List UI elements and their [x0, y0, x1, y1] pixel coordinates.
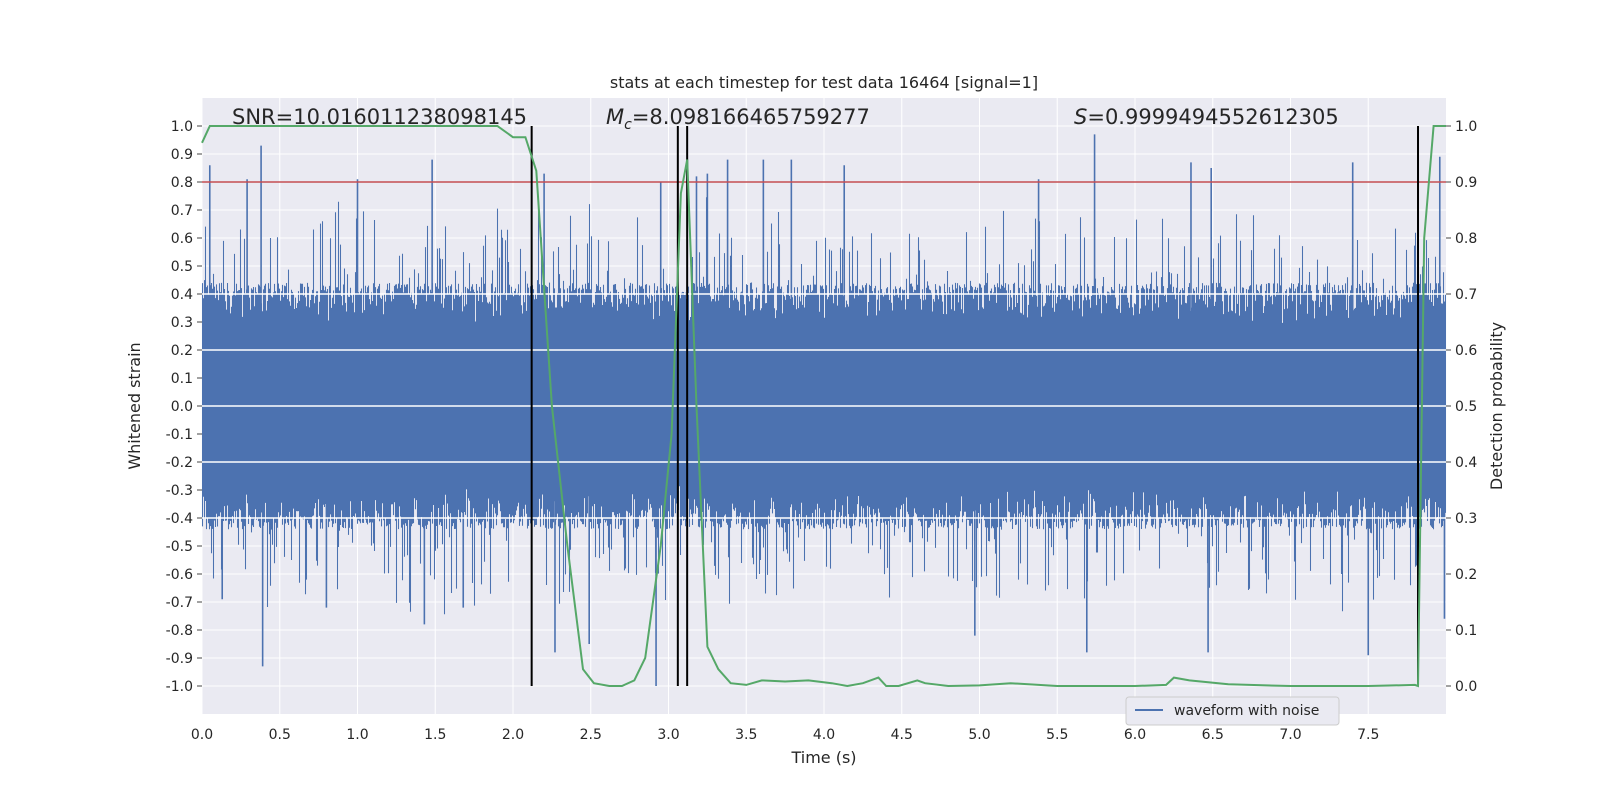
y-tick-label: -0.8	[166, 623, 193, 639]
y-tick-label: 0.6	[171, 231, 193, 247]
y2-tick-label: 0.0	[1455, 679, 1477, 695]
y2-tick-label: 0.6	[1455, 343, 1477, 359]
x-axis-label: Time (s)	[790, 748, 856, 767]
x-tick-label: 3.5	[735, 727, 757, 743]
y2-tick-label: 0.7	[1455, 287, 1477, 303]
y-tick-label: 0.4	[171, 287, 193, 303]
chirp-mass-value: =8.098166465759277	[632, 105, 870, 129]
overlay-layer	[201, 125, 1446, 688]
y-tick-label: -0.3	[166, 483, 193, 499]
x-tick-label: 6.5	[1202, 727, 1224, 743]
x-tick-label: 6.0	[1124, 727, 1146, 743]
y-tick-label: -0.4	[166, 511, 193, 527]
x-tick-label: 1.5	[424, 727, 446, 743]
chirp-mass-annotation: Mc=8.098166465759277	[606, 105, 870, 133]
y2-axis-label: Detection probability	[1487, 322, 1506, 490]
y-tick-label: 1.0	[171, 119, 193, 135]
x-tick-label: 2.5	[580, 727, 602, 743]
waveform-noise-path	[201, 197, 1447, 615]
axis-layer: 0.0 0.5 1.0 1.5 2.0 2.5 3.0 3.5 4.0 4.5 5.0 5.5 6.0 6…	[166, 119, 1478, 743]
y2-tick-label: 0.9	[1455, 175, 1477, 191]
y2-tick-label: 0.1	[1455, 623, 1477, 639]
y-tick-label: 0.5	[171, 259, 193, 275]
y-tick-label: 0.9	[171, 147, 193, 163]
y-tick-label: 0.3	[171, 315, 193, 331]
x-tick-label: 5.5	[1046, 727, 1068, 743]
chart-title: stats at each timestep for test data 164…	[610, 73, 1038, 92]
y-tick-label: -0.5	[166, 539, 193, 555]
x-tick-label: 4.0	[813, 727, 835, 743]
y2-tick-label: 0.5	[1455, 399, 1477, 415]
detection-probability-line	[201, 125, 1446, 688]
y2-tick-label: 0.3	[1455, 511, 1477, 527]
detection-stat-annotation: S=0.9999494552612305	[1074, 105, 1339, 129]
y-axis-label: Whitened strain	[125, 342, 144, 469]
detection-stat-value: =0.9999494552612305	[1087, 105, 1338, 129]
y2-tick-label: 0.2	[1455, 567, 1477, 583]
x-tick-label: 7.0	[1279, 727, 1301, 743]
x-tick-label: 1.0	[346, 727, 368, 743]
y-tick-label: -0.1	[166, 427, 193, 443]
y-tick-label: 0.0	[171, 399, 193, 415]
y2-tick-label: 1.0	[1455, 119, 1477, 135]
x-tick-label: 0.5	[269, 727, 291, 743]
y-tick-label: -0.7	[166, 595, 193, 611]
x-tick-label: 2.0	[502, 727, 524, 743]
legend-label: waveform with noise	[1174, 703, 1319, 719]
x-tick-label: 5.0	[968, 727, 990, 743]
y2-tick-label: 0.8	[1455, 231, 1477, 247]
x-tick-label: 7.5	[1357, 727, 1379, 743]
y-tick-label: -1.0	[166, 679, 193, 695]
snr-annotation: SNR=10.016011238098145	[232, 105, 527, 129]
chirp-mass-symbol: M	[606, 105, 624, 129]
y-tick-label: 0.8	[171, 175, 193, 191]
x-tick-label: 0.0	[191, 727, 213, 743]
x-tick-label: 4.5	[891, 727, 913, 743]
legend: waveform with noise	[1125, 696, 1340, 726]
chirp-mass-subscript: c	[624, 117, 632, 133]
y-tick-label: 0.2	[171, 343, 193, 359]
x-tick-label: 3.0	[657, 727, 679, 743]
legend-box	[1125, 696, 1340, 726]
y-tick-label: 0.1	[171, 371, 193, 387]
y-tick-label: -0.2	[166, 455, 193, 471]
y-tick-label: -0.6	[166, 567, 193, 583]
y-tick-label: 0.7	[171, 203, 193, 219]
y2-tick-label: 0.4	[1455, 455, 1477, 471]
detection-stat-symbol: S	[1074, 105, 1087, 129]
y-tick-label: -0.9	[166, 651, 193, 667]
